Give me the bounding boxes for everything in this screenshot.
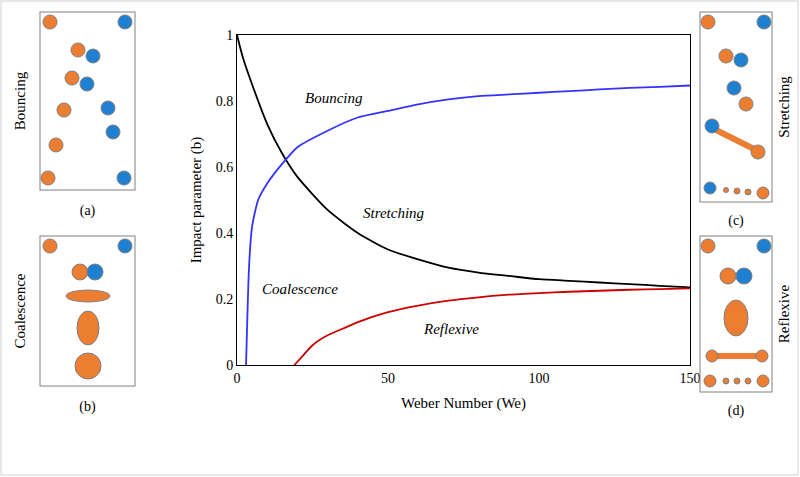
svg-text:Reflexive: Reflexive xyxy=(423,321,479,337)
svg-text:100: 100 xyxy=(529,371,550,386)
svg-text:Stretching: Stretching xyxy=(776,76,792,138)
svg-text:0.6: 0.6 xyxy=(216,160,234,175)
svg-text:(d): (d) xyxy=(728,403,745,419)
svg-text:Coalescence: Coalescence xyxy=(12,273,28,348)
svg-text:Reflexive: Reflexive xyxy=(776,285,792,344)
svg-text:1: 1 xyxy=(226,28,233,43)
svg-text:0: 0 xyxy=(234,371,241,386)
svg-text:0.2: 0.2 xyxy=(216,292,234,307)
svg-text:0: 0 xyxy=(226,358,233,373)
svg-text:Weber Number (We): Weber Number (We) xyxy=(401,395,526,412)
svg-text:Coalescence: Coalescence xyxy=(262,281,338,297)
svg-text:Bouncing: Bouncing xyxy=(305,90,363,106)
svg-text:0.4: 0.4 xyxy=(216,226,234,241)
svg-text:(b): (b) xyxy=(79,399,96,415)
svg-text:50: 50 xyxy=(381,371,395,386)
svg-text:(c): (c) xyxy=(728,213,744,229)
svg-text:(a): (a) xyxy=(80,203,96,219)
svg-text:0.8: 0.8 xyxy=(216,94,234,109)
svg-text:Bouncing: Bouncing xyxy=(12,71,28,130)
svg-text:150: 150 xyxy=(680,371,701,386)
svg-text:Impact parameter (b): Impact parameter (b) xyxy=(188,137,205,264)
svg-text:Stretching: Stretching xyxy=(363,205,425,221)
